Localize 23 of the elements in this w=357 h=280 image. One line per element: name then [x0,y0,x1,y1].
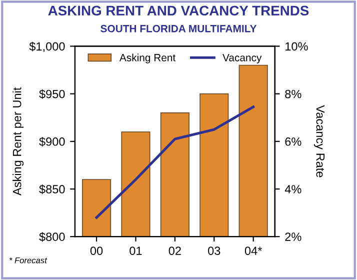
x-tick-label: 00 [90,246,103,255]
y-tick-label: $1,000 [29,42,65,52]
y-tick-label: $800 [39,232,65,242]
line-series [95,106,255,219]
y2-tick-label: 8% [285,90,302,98]
chart-title: ASKING RENT AND VACANCY TRENDS [48,6,309,16]
y-axis-title: Asking Rent per Unit [12,87,24,196]
y2-tick-label: 6% [285,137,302,146]
y2-axis-title: Vacancy Rate [314,105,324,178]
x-tick-label: 04* [244,246,262,255]
x-tick-label: 03 [208,246,220,255]
legend-label: Vacancy [222,54,262,64]
y2-tick-label: 2% [285,232,302,241]
y-tick-label: $850 [39,184,65,194]
x-tick-label: 01 [130,246,142,255]
text: * Forecast [9,257,48,264]
x-tick-label: 02 [168,246,181,255]
legend-label: Asking Rent [119,54,176,64]
y2-tick-label: 4% [284,185,302,194]
chart-subtitle: SOUTH FLORIDA MULTIFAMILY [100,24,257,32]
y-tick-label: $950 [39,89,65,99]
y-tick-label: $900 [39,136,65,146]
y2-tick-label: 10% [286,42,308,51]
